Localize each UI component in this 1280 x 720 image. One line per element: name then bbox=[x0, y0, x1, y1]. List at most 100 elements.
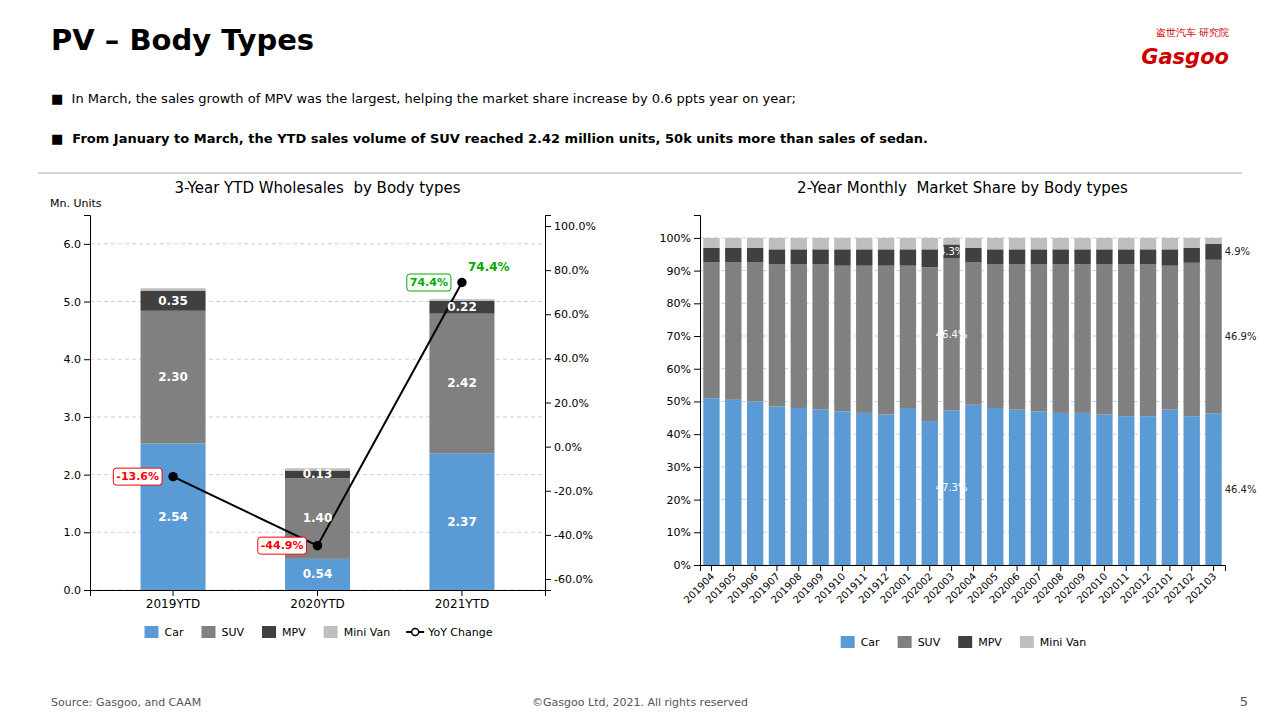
tick-label: -60.0% bbox=[554, 573, 593, 586]
axis: 0.01.02.03.04.05.06.0 bbox=[64, 216, 91, 598]
tick: -40.0% bbox=[545, 529, 593, 542]
tick-label: 2.0 bbox=[64, 469, 82, 482]
divider bbox=[38, 173, 1242, 174]
tick-label: 2019YTD bbox=[146, 597, 200, 611]
tick-mark bbox=[929, 565, 930, 571]
bar bbox=[878, 238, 894, 249]
bar bbox=[1096, 264, 1112, 414]
tick-label: 30% bbox=[667, 461, 691, 474]
bar bbox=[1053, 249, 1069, 264]
tick-label: 100% bbox=[660, 232, 691, 245]
axis: -60.0%-40.0%-20.0%0.0%20.0%40.0%60.0%80.… bbox=[545, 216, 596, 591]
tick-label: 50% bbox=[667, 395, 691, 408]
tick-mark bbox=[842, 565, 843, 571]
tick-label: -40.0% bbox=[554, 529, 593, 542]
label-box bbox=[258, 537, 307, 554]
tick-mark bbox=[1017, 565, 1018, 571]
tick: 4.0 bbox=[64, 353, 91, 366]
bar bbox=[429, 314, 494, 454]
bar bbox=[1096, 415, 1112, 565]
bar bbox=[1140, 264, 1156, 416]
labels: 2.540.542.372.301.402.420.350.130.22-13.… bbox=[113, 260, 509, 582]
tick-label: 60.0% bbox=[554, 308, 589, 321]
tick: 80.0% bbox=[545, 264, 589, 277]
tick-mark bbox=[173, 590, 174, 596]
tick-label: 202103 bbox=[1184, 571, 1219, 606]
legend-item: Mini Van bbox=[1020, 636, 1086, 649]
line bbox=[173, 283, 462, 546]
tick-mark bbox=[84, 475, 90, 476]
bar bbox=[1074, 249, 1090, 264]
tick: 50% bbox=[667, 395, 700, 408]
tick-mark bbox=[694, 565, 700, 566]
tick-mark bbox=[1126, 565, 1127, 571]
tick-mark bbox=[1148, 565, 1149, 571]
bar bbox=[285, 559, 350, 590]
bar bbox=[834, 411, 850, 565]
tick-mark bbox=[461, 590, 462, 596]
tick-mark bbox=[694, 336, 700, 337]
tick-label: 90% bbox=[667, 265, 691, 278]
bullet: ■ From January to March, the YTD sales v… bbox=[51, 131, 928, 146]
tick-label: 3.0 bbox=[64, 411, 82, 424]
tick-label: 10% bbox=[667, 526, 691, 539]
data-label: 1.40 bbox=[303, 511, 333, 525]
tick-label: 2021YTD bbox=[435, 597, 489, 611]
labels: 47.3%46.4%46.4%46.9%4.3%4.9% bbox=[936, 246, 1257, 495]
data-label: 74.4% bbox=[410, 276, 448, 289]
bar bbox=[1031, 249, 1047, 264]
tick: 0% bbox=[674, 559, 700, 572]
tick: 80% bbox=[667, 297, 700, 310]
annotation: 74.4% bbox=[468, 260, 510, 274]
bar bbox=[725, 238, 741, 248]
axis: 2019YTD2020YTD2021YTD bbox=[91, 590, 546, 611]
tick-mark bbox=[545, 403, 551, 404]
bar bbox=[965, 262, 981, 404]
tick-label: 6.0 bbox=[64, 238, 82, 251]
bar bbox=[812, 238, 828, 249]
bar bbox=[1205, 244, 1221, 260]
tick-mark bbox=[820, 565, 821, 571]
grid-line bbox=[90, 243, 545, 244]
tick-mark bbox=[545, 314, 551, 315]
bar-series bbox=[141, 443, 495, 590]
bar bbox=[769, 406, 785, 565]
legend-item: Car bbox=[841, 636, 880, 649]
tick-label: 80.0% bbox=[554, 264, 589, 277]
bar bbox=[922, 267, 938, 421]
bar bbox=[141, 311, 206, 444]
bar bbox=[747, 262, 763, 401]
tick-mark bbox=[1082, 565, 1083, 571]
bar bbox=[1096, 249, 1112, 264]
tick-mark bbox=[84, 302, 90, 303]
data-label: 0.13 bbox=[303, 467, 333, 481]
bar bbox=[769, 264, 785, 406]
tick-mark bbox=[1213, 565, 1214, 571]
bar bbox=[1074, 238, 1090, 249]
tick-label: 0% bbox=[674, 559, 691, 572]
bar bbox=[791, 238, 807, 249]
tick-mark bbox=[694, 238, 700, 239]
bar bbox=[1184, 238, 1200, 248]
tick-mark bbox=[907, 565, 908, 571]
bar bbox=[878, 266, 894, 415]
tick: -20.0% bbox=[545, 485, 593, 498]
bar bbox=[429, 453, 494, 590]
tick-mark bbox=[711, 565, 712, 571]
tick: 100% bbox=[660, 232, 700, 245]
tick-label: 80% bbox=[667, 297, 691, 310]
bar bbox=[1118, 249, 1134, 264]
plot-area bbox=[141, 278, 495, 590]
tick-label: 100.0% bbox=[554, 220, 596, 233]
bar-series bbox=[703, 398, 1221, 565]
marker bbox=[168, 472, 177, 481]
data-label: 46.9% bbox=[1225, 331, 1257, 342]
bar bbox=[1009, 264, 1025, 410]
axis: 2019042019052019062019072019082019092019… bbox=[682, 565, 1226, 605]
tick-mark bbox=[84, 244, 90, 245]
data-label: 46.4% bbox=[1225, 484, 1257, 495]
tick-mark bbox=[545, 579, 551, 580]
tick: 40.0% bbox=[545, 352, 589, 365]
tick-mark bbox=[973, 565, 974, 571]
tick-mark bbox=[317, 590, 318, 596]
